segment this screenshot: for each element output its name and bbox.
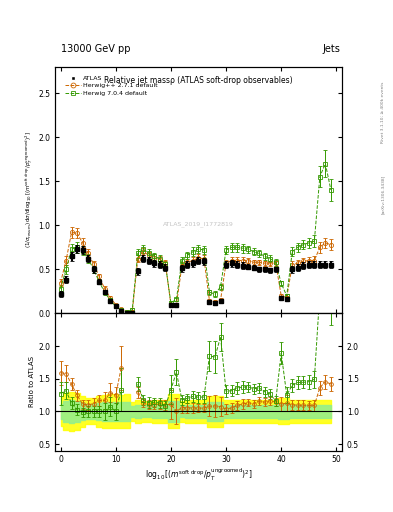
Y-axis label: Ratio to ATLAS: Ratio to ATLAS xyxy=(29,356,35,408)
Text: 13000 GeV pp: 13000 GeV pp xyxy=(61,44,130,54)
Text: Jets: Jets xyxy=(322,44,340,54)
Text: Relative jet massρ (ATLAS soft-drop observables): Relative jet massρ (ATLAS soft-drop obse… xyxy=(104,76,293,86)
Y-axis label: $(1/\sigma_{\rm resum})\,{\rm d}\sigma/{\rm d}\log_{10}[(m^{\rm soft\ drop}/p_T^: $(1/\sigma_{\rm resum})\,{\rm d}\sigma/{… xyxy=(24,132,35,248)
X-axis label: $\log_{10}[(m^{\rm soft\ drop}/p_T^{\rm ungroomed})^2]$: $\log_{10}[(m^{\rm soft\ drop}/p_T^{\rm … xyxy=(145,467,252,483)
Legend: ATLAS, Herwig++ 2.7.1 default, Herwig 7.0.4 default: ATLAS, Herwig++ 2.7.1 default, Herwig 7.… xyxy=(64,75,159,97)
Text: ATLAS_2019_I1772819: ATLAS_2019_I1772819 xyxy=(163,222,234,227)
Text: [arXiv:1306.3438]: [arXiv:1306.3438] xyxy=(381,175,385,214)
Text: Rivet 3.1.10; ≥ 400k events: Rivet 3.1.10; ≥ 400k events xyxy=(381,82,385,143)
